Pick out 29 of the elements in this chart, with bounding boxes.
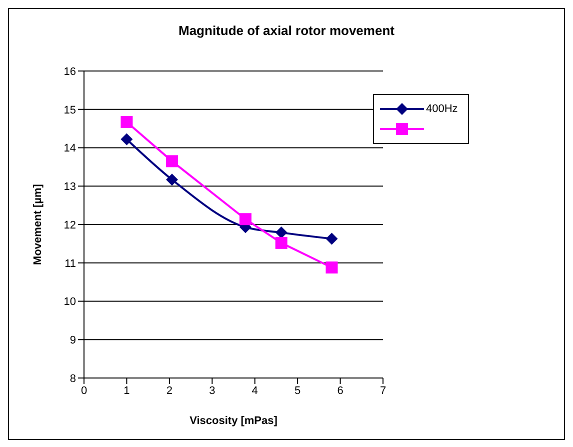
point: [275, 236, 288, 249]
x-tick-label: 7: [380, 384, 386, 397]
legend-label: 400Hz: [426, 103, 459, 115]
point: [120, 116, 133, 128]
y-tick-label: 8: [70, 372, 76, 385]
y-tick-label: 13: [64, 181, 76, 194]
point: [326, 232, 338, 245]
point: [166, 155, 178, 168]
x-tick-label: 3: [209, 384, 216, 397]
y-tick-label: 10: [64, 296, 76, 308]
x-tick-label: 6: [337, 384, 344, 397]
x-tick-label: 2: [166, 384, 172, 397]
x-axis-title: Viscosity [mPas]: [190, 415, 278, 427]
y-tick-label: 14: [64, 142, 76, 155]
point: [326, 261, 338, 274]
y-tick-label: 11: [64, 258, 76, 270]
x-tick-label: 4: [252, 384, 258, 397]
point: [120, 133, 133, 146]
point: [239, 213, 252, 226]
point: [166, 174, 178, 186]
x-tick-label: 5: [294, 384, 301, 397]
chart-title: Magnitude of axial rotor movement: [178, 23, 396, 38]
y-tick-label: 16: [64, 66, 76, 78]
x-tick-label: 0: [80, 384, 88, 397]
y-tick-label: 9: [70, 334, 76, 347]
y-axis-title: Movement [µm]: [32, 184, 44, 265]
y-tick-label: 12: [64, 219, 76, 232]
x-tick-label: 1: [124, 384, 130, 397]
y-tick-label: 15: [64, 104, 76, 116]
